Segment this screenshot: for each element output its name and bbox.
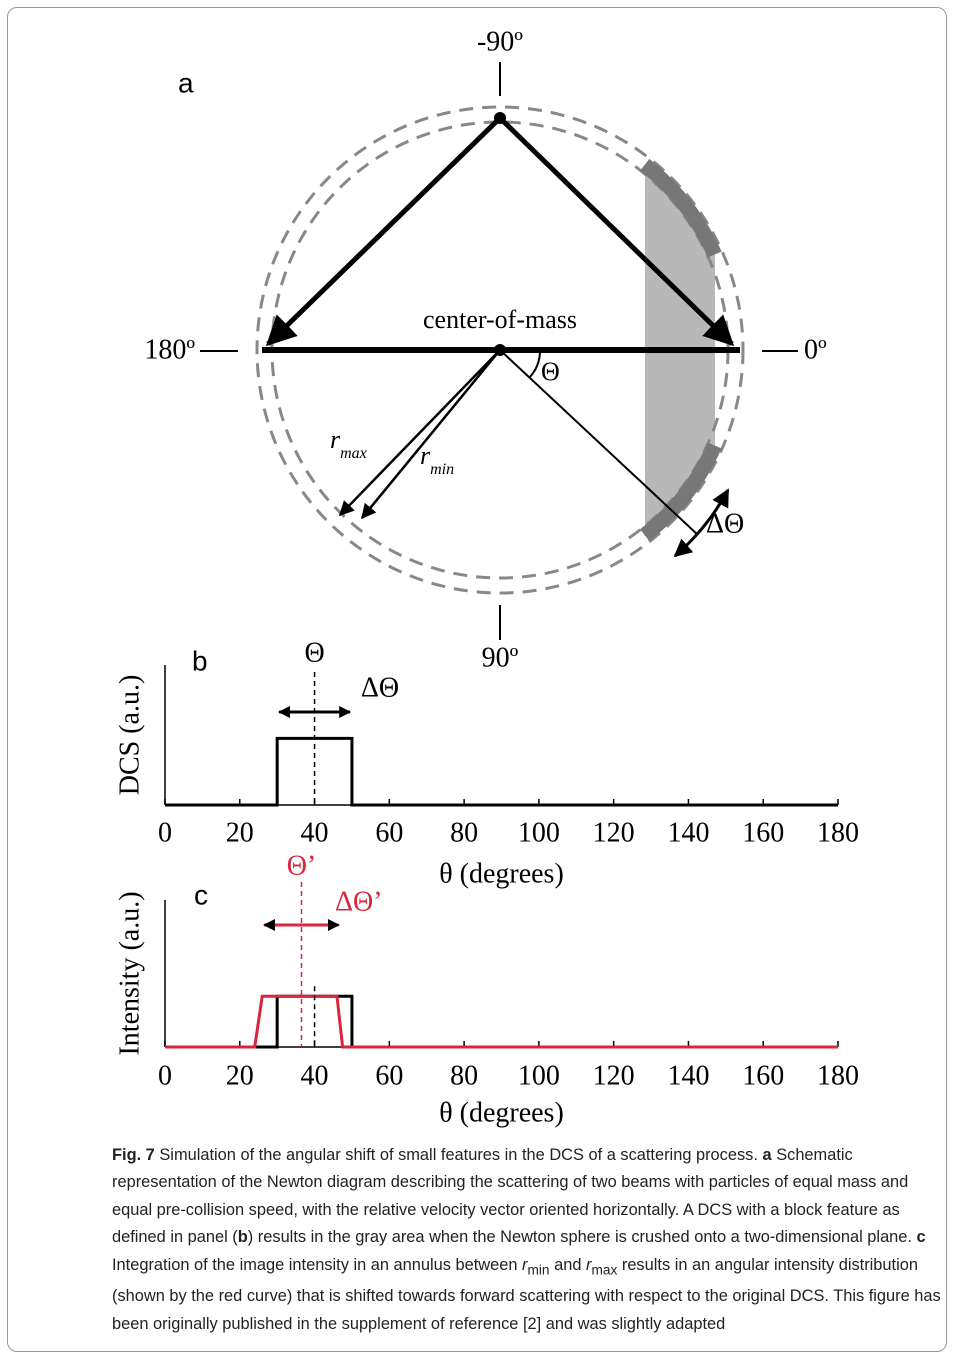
range-label: ΔΘ <box>361 672 399 703</box>
data-line <box>165 994 838 1049</box>
vertex <box>494 112 506 124</box>
x-axis-label: θ (degrees) <box>439 1097 564 1128</box>
x-tick-label: 40 <box>301 817 329 848</box>
chart: 0 20 40 60 80 100 120 140 160 180 θ (degrees) Inten… <box>114 850 859 1128</box>
angle-label: 90º <box>482 642 519 673</box>
r-max-label: rmax <box>330 425 367 462</box>
figure-label: Fig. 7 <box>112 1146 155 1164</box>
velocity-vector <box>265 116 502 347</box>
caption-text: Simulation of the angular shift of small… <box>159 1146 758 1164</box>
x-tick-label: 160 <box>742 817 784 848</box>
marker-label: Θ’ <box>287 850 317 881</box>
x-tick-label: 140 <box>667 817 709 848</box>
caption-subscript: min <box>527 1261 550 1277</box>
caption-text: ) results in the gray area when the Newt… <box>247 1228 912 1247</box>
x-tick-label: 20 <box>226 1060 254 1091</box>
delta-theta-arrow <box>673 488 730 558</box>
x-tick-label: 60 <box>375 817 403 848</box>
angle-label: 180º <box>144 334 195 365</box>
caption-text: and <box>554 1255 582 1274</box>
chart: 0 20 40 60 80 100 120 140 160 180 θ (degrees) DCS (… <box>114 637 859 889</box>
panel-label: c <box>194 879 208 910</box>
caption-symbol: r <box>522 1255 528 1274</box>
panel-a: a -90º 180º 0º 90º center-of-mass Θ rmax… <box>144 26 827 673</box>
caption-symbol: r <box>586 1255 592 1274</box>
subscript: max <box>340 445 367 462</box>
angle-label: -90º <box>477 26 523 57</box>
panel-label: a <box>178 67 194 98</box>
x-tick-label: 40 <box>301 1060 329 1091</box>
theta-label: Θ <box>541 357 560 386</box>
caption-text: Schematic representation of the Newton d… <box>112 1146 909 1247</box>
caption: Fig. 7 Simulation of the angular shift o… <box>112 1142 944 1338</box>
x-axis-label: θ (degrees) <box>439 858 564 889</box>
data-line <box>165 736 838 807</box>
x-tick-label: 80 <box>450 817 478 848</box>
outer-circle <box>255 105 745 595</box>
caption-subscript: max <box>591 1261 618 1277</box>
x-tick-label: 160 <box>742 1060 784 1091</box>
range-label: ΔΘ’ <box>335 886 383 917</box>
y-axis-label: DCS (a.u.) <box>114 675 145 796</box>
x-tick-label: 80 <box>450 1060 478 1091</box>
caption-panel: b <box>237 1228 248 1247</box>
x-tick-label: 0 <box>158 817 172 848</box>
velocity-vector <box>498 116 735 347</box>
caption-text: Integration of the image intensity in an… <box>112 1255 518 1274</box>
r-min-label: rmin <box>420 441 454 478</box>
arc-band <box>640 158 722 258</box>
figure-frame <box>7 7 947 1352</box>
y-axis-label: Intensity (a.u.) <box>114 891 145 1055</box>
panel-label: b <box>192 645 208 676</box>
data-line <box>165 994 838 1049</box>
symbol: r <box>420 441 431 470</box>
x-tick-label: 180 <box>817 1060 859 1091</box>
theta-arc <box>528 349 542 379</box>
caption-text: results in an angular intensity distribu… <box>112 1255 941 1333</box>
center-label: center-of-mass <box>423 305 577 334</box>
x-tick-label: 60 <box>375 1060 403 1091</box>
figure-graphics: a -90º 180º 0º 90º center-of-mass Θ rmax… <box>114 26 859 1128</box>
x-tick-label: 180 <box>817 817 859 848</box>
theta-line <box>499 349 699 536</box>
r-min-arrow <box>361 349 501 520</box>
subscript: min <box>430 461 454 478</box>
marker-label: Θ <box>304 637 324 668</box>
x-tick-label: 100 <box>518 1060 560 1091</box>
delta-theta-label: ΔΘ <box>706 508 744 539</box>
x-tick-label: 120 <box>593 1060 635 1091</box>
x-tick-label: 120 <box>593 817 635 848</box>
symbol: r <box>330 425 341 454</box>
x-tick-label: 140 <box>667 1060 709 1091</box>
x-tick-label: 20 <box>226 817 254 848</box>
caption-panel: c <box>916 1228 926 1247</box>
x-tick-label: 0 <box>158 1060 172 1091</box>
caption-panel: a <box>762 1146 772 1164</box>
x-tick-label: 100 <box>518 817 560 848</box>
r-max-arrow <box>338 349 501 517</box>
angle-label: 0º <box>804 334 827 365</box>
